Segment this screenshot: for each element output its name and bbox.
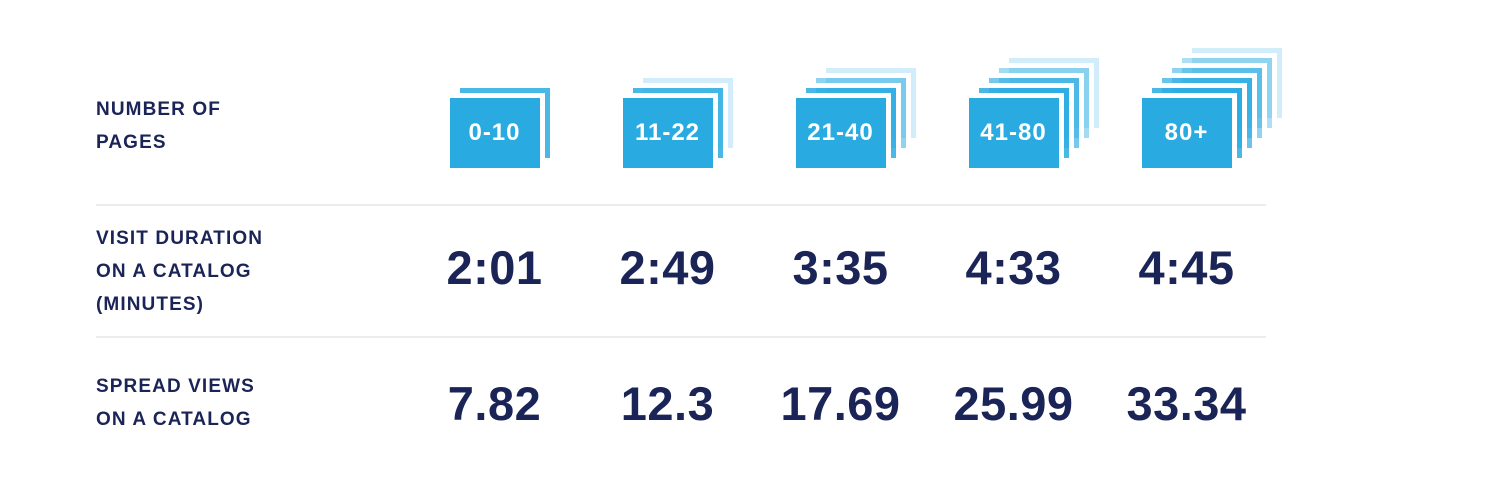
- spread-views-cell: 25.99: [927, 338, 1100, 468]
- visit-duration-cell: 2:49: [581, 206, 754, 336]
- spread-views-value: 25.99: [953, 376, 1074, 430]
- visit-duration-value: 2:01: [446, 240, 543, 294]
- pages-range-label: 80+: [1164, 119, 1209, 146]
- row-visit-duration: VISIT DURATION ON A CATALOG (MINUTES) 2:…: [96, 206, 1500, 336]
- spread-views-value: 7.82: [447, 376, 542, 430]
- spread-views-cell: 33.34: [1100, 338, 1273, 468]
- pages-range-label: 41-80: [980, 119, 1047, 146]
- visit-duration-value: 2:49: [619, 240, 716, 294]
- visit-duration-value: 4:33: [965, 240, 1062, 294]
- pages-range-badge: 0-10: [444, 93, 545, 173]
- pages-stack-icon: 0-10: [444, 83, 555, 173]
- stats-grid: NUMBER OF PAGES 0-10 11-22 21-40 41-80 80+ V…: [96, 0, 1500, 468]
- spread-views-value: 33.34: [1126, 376, 1247, 430]
- row-number-of-pages: NUMBER OF PAGES 0-10 11-22 21-40 41-80 80+: [96, 0, 1500, 204]
- row-spread-views: SPREAD VIEWS ON A CATALOG 7.82 12.3 17.69 2…: [96, 338, 1500, 468]
- spread-views-cell: 17.69: [754, 338, 927, 468]
- pages-range-label: 0-10: [468, 119, 521, 146]
- row-label-number-of-pages: NUMBER OF PAGES: [96, 0, 408, 204]
- pages-count-cell: 11-22: [581, 0, 754, 204]
- pages-stack-icon: 80+: [1136, 43, 1287, 173]
- number-of-pages-label: NUMBER OF PAGES: [96, 99, 221, 153]
- visit-duration-value: 4:45: [1138, 240, 1235, 294]
- visit-duration-label: VISIT DURATION ON A CATALOG (MINUTES): [96, 227, 264, 315]
- visit-duration-cell: 4:33: [927, 206, 1100, 336]
- row-label-visit-duration: VISIT DURATION ON A CATALOG (MINUTES): [96, 206, 408, 336]
- spread-views-value: 17.69: [780, 376, 901, 430]
- spread-views-value: 12.3: [620, 376, 715, 430]
- spread-views-label: SPREAD VIEWS ON A CATALOG: [96, 376, 255, 430]
- pages-count-cell: 41-80: [927, 0, 1104, 204]
- visit-duration-value: 3:35: [792, 240, 889, 294]
- spread-views-cell: 7.82: [408, 338, 581, 468]
- pages-range-label: 11-22: [634, 119, 701, 146]
- visit-duration-cell: 3:35: [754, 206, 927, 336]
- pages-count-cell: 0-10: [408, 0, 581, 204]
- pages-range-badge: 80+: [1136, 93, 1237, 173]
- pages-count-cell: 21-40: [754, 0, 927, 204]
- pages-stack-icon: 21-40: [790, 63, 921, 173]
- row-divider: [96, 336, 1266, 338]
- spread-views-cell: 12.3: [581, 338, 754, 468]
- row-label-spread-views: SPREAD VIEWS ON A CATALOG: [96, 338, 408, 468]
- pages-stack-icon: 41-80: [963, 53, 1104, 173]
- pages-range-badge: 21-40: [790, 93, 891, 173]
- pages-range-badge: 11-22: [617, 93, 718, 173]
- pages-count-cell: 80+: [1100, 0, 1287, 204]
- pages-range-badge: 41-80: [963, 93, 1064, 173]
- pages-stack-icon: 11-22: [617, 73, 738, 173]
- pages-range-label: 21-40: [807, 119, 874, 146]
- visit-duration-cell: 4:45: [1100, 206, 1273, 336]
- visit-duration-cell: 2:01: [408, 206, 581, 336]
- row-divider: [96, 204, 1266, 206]
